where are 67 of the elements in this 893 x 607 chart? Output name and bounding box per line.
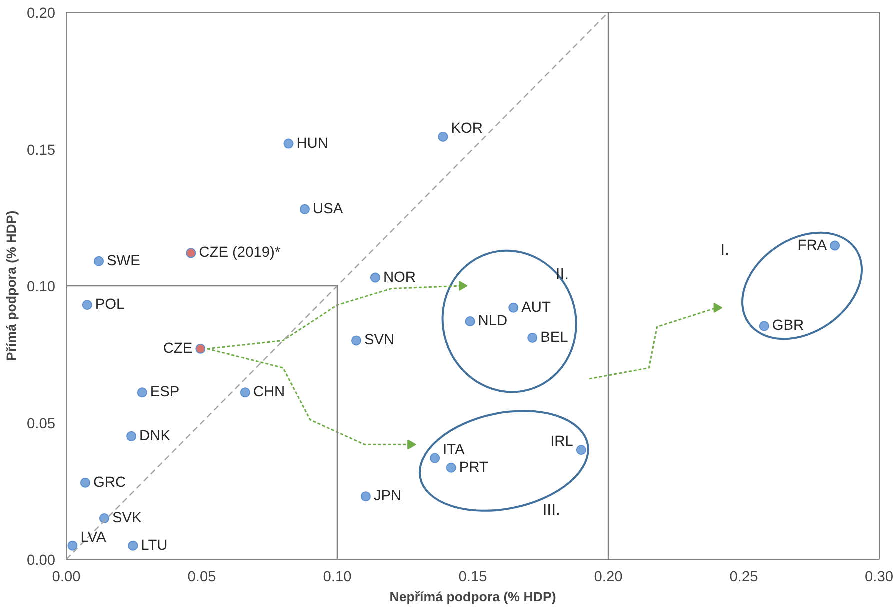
point <box>576 445 586 456</box>
annotation: POL <box>95 297 125 314</box>
annotation: CHN <box>253 384 286 401</box>
y-tick-label: 0.05 <box>26 416 56 432</box>
point <box>508 302 519 313</box>
annotation: GBR <box>772 318 804 334</box>
point <box>128 540 138 551</box>
annotation: II. <box>556 266 570 284</box>
point <box>360 492 371 502</box>
point <box>438 132 448 142</box>
point <box>284 138 294 149</box>
point <box>240 388 250 398</box>
x-tick-label: 0.05 <box>188 570 216 586</box>
annotation: DNK <box>140 428 171 444</box>
point <box>759 321 770 332</box>
annotation: CZE <box>163 340 193 357</box>
annotation: USA <box>312 201 344 218</box>
annotation: SWE <box>107 253 141 270</box>
annotation: IRL <box>550 434 574 450</box>
point <box>68 540 78 551</box>
point <box>80 478 90 488</box>
annotation: ESP <box>150 384 180 401</box>
x-tick-label: 0.30 <box>864 570 893 586</box>
y-tick-label: 0.10 <box>26 280 56 296</box>
annotation: NOR <box>383 270 416 286</box>
point <box>126 431 137 442</box>
point <box>351 336 362 346</box>
annotation: JPN <box>374 488 402 505</box>
annotation: SVN <box>364 332 395 349</box>
annotation: SVK <box>112 510 142 526</box>
annotation: CZE (2019)* <box>199 245 281 262</box>
annotation: PRT <box>459 460 488 476</box>
annotation: BEL <box>540 330 568 346</box>
y-tick-label: 0.00 <box>26 553 56 569</box>
x-tick-label: 0.10 <box>323 570 352 586</box>
annotation: LTU <box>141 538 168 554</box>
point <box>528 332 538 343</box>
annotation: KOR <box>451 120 483 137</box>
point <box>830 240 840 251</box>
x-axis-title: Nepřímá podpora (% HDP) <box>390 590 556 604</box>
annotation: LVA <box>80 530 106 546</box>
annotation: NLD <box>478 314 508 330</box>
x-tick-label: 0.15 <box>458 570 488 586</box>
annotation: I. <box>720 242 730 259</box>
annotation: HUN <box>296 136 328 152</box>
point <box>300 204 310 214</box>
point <box>137 388 148 398</box>
point <box>196 344 206 354</box>
annotation: ITA <box>443 442 465 458</box>
point <box>186 248 196 258</box>
point <box>94 256 104 266</box>
point <box>446 462 456 473</box>
annotation: AUT <box>522 300 552 316</box>
point <box>99 513 110 524</box>
point <box>430 453 440 464</box>
x-tick-label: 0.25 <box>730 570 758 586</box>
annotation: GRC <box>93 474 126 491</box>
annotation: FRA <box>798 238 828 254</box>
x-tick-label: 0.20 <box>594 570 623 586</box>
point <box>465 316 476 327</box>
y-axis-title: Přímá podpora (% HDP) <box>4 210 19 362</box>
point <box>82 300 92 310</box>
y-tick-label: 0.15 <box>26 142 56 159</box>
y-tick-label: 0.20 <box>26 6 56 22</box>
annotation: III. <box>542 502 560 519</box>
x-tick-label: 0.00 <box>52 570 81 586</box>
point <box>370 272 380 283</box>
